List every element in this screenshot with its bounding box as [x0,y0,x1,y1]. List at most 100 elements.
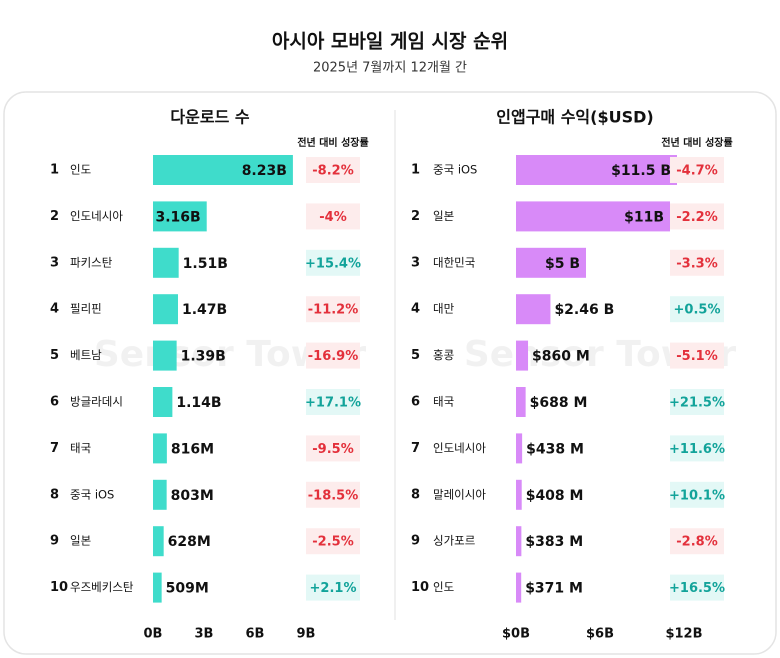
bar [153,294,178,325]
bar [516,294,551,325]
category-label: 태국 [433,395,454,409]
value-label: $2.46 B [554,302,614,318]
value-label: $371 M [525,581,583,597]
category-label: 방글라데시 [70,395,123,409]
value-label: 628M [168,534,211,550]
bar [516,479,522,510]
value-label: 816M [171,441,214,457]
bar [153,201,207,232]
value-label: $5 B [545,256,580,272]
growth-badge [306,342,360,369]
category-label: 인도네시아 [70,209,123,223]
category-label: 중국 iOS [70,487,114,501]
bar [153,572,162,603]
growth-badge [670,389,724,415]
value-label: 1.14B [176,395,221,411]
growth-label: -2.5% [312,535,353,550]
x-tick-label: 0B [144,627,163,642]
growth-label: -18.5% [308,488,359,503]
bar [153,433,167,464]
category-label: 일본 [70,534,91,548]
growth-header: 전년 대비 성장률 [297,136,368,149]
x-tick-label: $6B [586,627,614,642]
growth-badge [670,574,724,601]
growth-label: +21.5% [669,396,725,411]
growth-badge [670,157,724,183]
rank: 1 [411,163,420,178]
bar [516,572,522,603]
category-label: 인도 [70,163,91,177]
category-label: 우즈베키스탄 [70,580,134,594]
x-tick-label: 9B [297,627,316,642]
growth-label: -16.9% [308,349,359,364]
category-label: 태국 [70,441,91,455]
value-label: 1.39B [181,349,226,365]
x-tick-label: $0B [502,627,530,642]
growth-label: +2.1% [310,581,357,596]
card [3,91,777,655]
growth-label: +10.1% [669,488,725,503]
category-label: 인도네시아 [433,441,486,455]
growth-badge [670,249,724,276]
value-label: $11.5 B [611,163,671,179]
category-label: 베트남 [70,348,102,362]
rank: 2 [50,209,59,224]
value-label: $408 M [526,488,584,504]
x-tick-label: 6B [246,627,265,642]
x-tick-label: 3B [195,627,214,642]
rank: 7 [50,441,59,456]
growth-badge [670,528,724,555]
bar [153,155,293,185]
category-label: 대한민국 [433,255,475,269]
rank: 8 [411,487,420,502]
rank: 1 [50,163,59,178]
rank: 6 [411,395,420,410]
growth-badge [670,481,724,508]
growth-badge [306,574,360,601]
growth-badge [670,296,724,323]
value-label: $438 M [526,441,584,457]
rank: 3 [50,255,59,270]
growth-label: +0.5% [674,303,721,318]
rank: 3 [411,255,420,270]
growth-label: -2.8% [676,535,717,550]
rank: 4 [411,302,420,317]
bar [153,526,164,557]
growth-label: +15.4% [305,256,361,271]
growth-badge [670,203,724,230]
panel-title: 인앱구매 수익($USD) [496,108,653,127]
category-label: 말레이시아 [433,487,486,501]
growth-badge [306,296,360,323]
category-label: 인도 [433,580,454,594]
rank: 4 [50,302,59,317]
rank: 9 [411,534,420,549]
growth-badge [306,157,360,183]
category-label: 싱가포르 [433,534,475,548]
value-label: 1.51B [183,256,228,272]
bar [516,387,526,417]
rank: 5 [411,348,420,363]
category-label: 홍콩 [433,348,454,362]
rank: 8 [50,487,59,502]
bar [153,340,177,371]
bar [516,433,523,464]
value-label: 509M [166,581,209,597]
rank: 5 [50,348,59,363]
value-label: $11B [624,209,664,225]
growth-label: -5.1% [676,349,717,364]
bar [153,387,173,417]
panel-title: 다운로드 수 [170,108,249,127]
growth-label: -4.7% [676,164,717,179]
category-label: 파키스탄 [70,255,113,269]
rank: 6 [50,395,59,410]
bar [516,247,586,278]
growth-label: -4% [319,210,346,225]
growth-label: -9.5% [312,442,353,457]
category-label: 일본 [433,209,454,223]
category-label: 필리핀 [70,302,102,316]
growth-header: 전년 대비 성장률 [661,136,732,149]
bar [153,247,179,278]
category-label: 대만 [433,302,455,316]
growth-label: -2.2% [676,210,717,225]
rank: 2 [411,209,420,224]
